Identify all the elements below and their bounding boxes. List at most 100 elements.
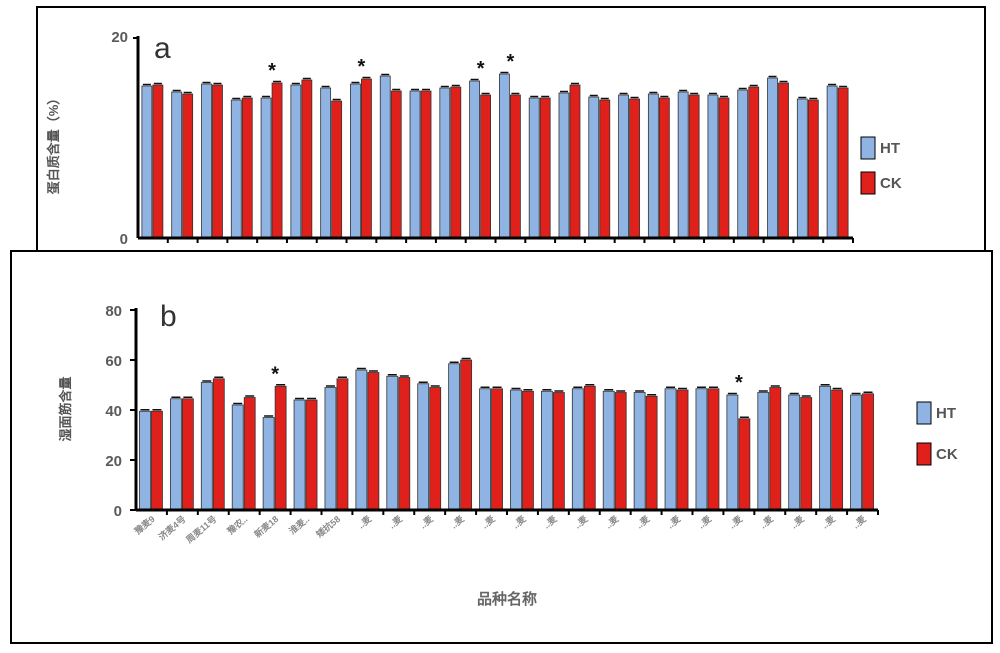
x-category-label: ..麦 bbox=[355, 512, 374, 530]
x-category-label: ..麦 bbox=[726, 512, 745, 530]
bar-ht-16 bbox=[602, 390, 615, 511]
bar-ht-16 bbox=[588, 96, 600, 239]
bar-ck-15 bbox=[583, 385, 596, 511]
x-category-label: ..麦 bbox=[448, 512, 467, 530]
x-category-label: ..麦 bbox=[510, 512, 529, 530]
significance-star: * bbox=[735, 372, 743, 394]
bar-ck-20 bbox=[738, 418, 751, 511]
bar-ck-21 bbox=[748, 86, 760, 239]
bar-ht-19 bbox=[677, 91, 689, 239]
bar-ht-6 bbox=[290, 84, 302, 239]
bar-ck-13 bbox=[509, 94, 521, 239]
bar-ck-11 bbox=[460, 359, 473, 511]
significance-star: * bbox=[358, 56, 366, 78]
x-category-label: 济麦4号 bbox=[156, 513, 188, 542]
bar-ht-20 bbox=[707, 94, 719, 239]
bar-ck-23 bbox=[831, 389, 844, 511]
bar-ck-15 bbox=[569, 84, 581, 239]
bar-ht-21 bbox=[737, 89, 749, 239]
bar-ck-24 bbox=[862, 393, 874, 511]
bar-ck-10 bbox=[429, 387, 442, 511]
bar-ht-3 bbox=[200, 382, 213, 511]
x-category-label: ..麦 bbox=[695, 512, 714, 530]
y-tick-20: 20 bbox=[111, 29, 128, 46]
y-tick-label-b: 60 bbox=[105, 353, 122, 370]
bar-ck-6 bbox=[301, 79, 313, 239]
bar-ht-4 bbox=[231, 404, 244, 511]
bar-ht-17 bbox=[618, 94, 629, 239]
bar-ht-12 bbox=[469, 80, 481, 239]
bar-ht-19 bbox=[695, 388, 708, 511]
bar-ht-3 bbox=[201, 83, 212, 239]
legend-swatch-ck-a bbox=[860, 171, 876, 195]
bar-ht-18 bbox=[664, 388, 677, 511]
bar-ht-4 bbox=[230, 99, 242, 239]
bar-ht-5 bbox=[262, 417, 275, 511]
y-axis-label-a: 蛋白质含量（%） bbox=[46, 92, 61, 195]
bar-ck-3 bbox=[212, 84, 223, 239]
bar-ck-12 bbox=[480, 94, 492, 239]
bar-ck-20 bbox=[718, 97, 730, 239]
bar-ck-22 bbox=[778, 82, 789, 239]
x-category-label: 新麦18 bbox=[252, 513, 281, 539]
bar-ht-15 bbox=[571, 388, 584, 511]
bar-ht-2 bbox=[171, 91, 183, 239]
legend-swatch-ck-b bbox=[916, 442, 932, 466]
bar-ht-18 bbox=[647, 93, 659, 239]
bar-ck-17 bbox=[645, 395, 658, 511]
bar-ck-8 bbox=[361, 78, 372, 239]
x-category-label: ..麦 bbox=[634, 512, 653, 530]
x-category-label: ..麦 bbox=[572, 512, 591, 530]
bar-ck-2 bbox=[181, 398, 194, 511]
bar-ht-1 bbox=[139, 410, 151, 511]
bar-ht-11 bbox=[439, 87, 451, 239]
bar-ck-14 bbox=[552, 392, 565, 511]
bar-ck-23 bbox=[807, 99, 819, 239]
bar-ck-9 bbox=[390, 90, 402, 239]
bar-ht-12 bbox=[479, 388, 491, 511]
bar-ck-16 bbox=[599, 99, 611, 239]
bar-ht-7 bbox=[320, 87, 332, 239]
chart-panel-b: 0 20 40 60 80 * * 豫麦9 济麦4号 周麦11号 豫农.. 新麦18 淮麦.. 矮抗5… bbox=[10, 250, 993, 644]
bar-ht-11 bbox=[448, 363, 461, 511]
chart-panel-a: * * * * 20 0 a 蛋白质含量（%） HT CK bbox=[36, 6, 986, 264]
x-category-label: 淮麦.. bbox=[287, 513, 312, 536]
bar-ck-17 bbox=[629, 98, 640, 239]
significance-star: * bbox=[477, 58, 485, 80]
bar-ck-1 bbox=[151, 410, 163, 511]
bar-ht-24 bbox=[850, 394, 862, 511]
x-category-label: 矮抗58 bbox=[313, 513, 342, 540]
bar-ht-10 bbox=[417, 383, 430, 511]
protein-chart: * * * * 20 0 a 蛋白质含量（%） HT CK bbox=[46, 29, 902, 248]
bar-ck-6 bbox=[305, 399, 318, 511]
bar-ck-1 bbox=[152, 84, 164, 239]
x-category-label: ..麦 bbox=[819, 512, 838, 530]
legend-label-ck-a: CK bbox=[880, 175, 902, 192]
significance-star: * bbox=[268, 60, 276, 82]
bar-ht-15 bbox=[558, 92, 570, 239]
bar-ht-13 bbox=[510, 389, 522, 511]
legend-swatch-ht-a bbox=[860, 136, 876, 160]
bar-ck-5 bbox=[274, 385, 287, 511]
bar-ht-24 bbox=[826, 85, 838, 239]
bar-ck-24 bbox=[837, 87, 849, 239]
bar-ck-11 bbox=[450, 86, 462, 239]
bar-ck-22 bbox=[800, 397, 813, 511]
bar-ht-9 bbox=[386, 375, 399, 511]
panel-letter-b: b bbox=[160, 300, 177, 333]
significance-star: * bbox=[271, 363, 279, 385]
y-axis-label-b: 湿面筋含量 bbox=[58, 376, 73, 441]
bar-ck-4 bbox=[243, 397, 256, 511]
bar-ck-9 bbox=[398, 377, 411, 511]
x-category-label: ..麦 bbox=[788, 512, 807, 530]
bar-ck-14 bbox=[539, 97, 551, 239]
bar-ht-1 bbox=[141, 85, 153, 239]
legend-swatch-ht-b bbox=[916, 401, 932, 425]
x-category-label: ..麦 bbox=[417, 512, 436, 530]
x-category-label: 周麦11号 bbox=[184, 513, 219, 545]
panel-letter-a: a bbox=[154, 32, 171, 65]
bar-ck-10 bbox=[420, 90, 432, 239]
bar-ck-12 bbox=[491, 388, 503, 511]
bar-ck-19 bbox=[707, 388, 720, 511]
